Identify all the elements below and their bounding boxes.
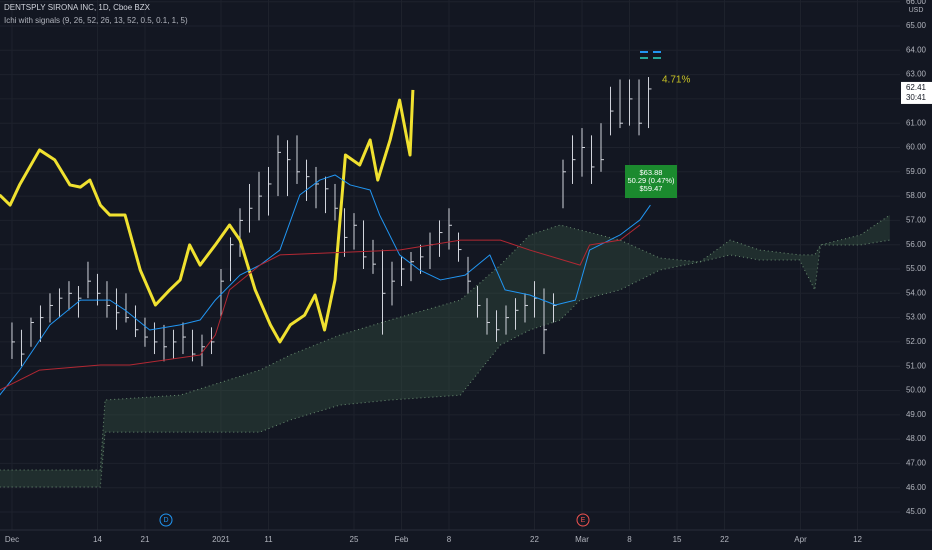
annotation: 4.71% (662, 75, 690, 86)
line (0, 89, 415, 344)
x-tick-label: 8 (627, 535, 632, 544)
y-tick-label: 58.00 (906, 191, 927, 200)
y-tick-label: 60.00 (906, 143, 927, 152)
event-label[interactable]: E (581, 517, 586, 524)
x-tick-label: 25 (350, 535, 359, 544)
event-label[interactable]: D (163, 517, 168, 524)
y-tick-label: 47.00 (906, 459, 927, 468)
x-tick-label: Feb (395, 535, 409, 544)
signal-text: $63.88 (640, 168, 663, 177)
y-tick-label: 54.00 (906, 288, 927, 297)
y-tick-label: 63.00 (906, 70, 927, 79)
y-tick-label: 48.00 (906, 434, 927, 443)
chart-title: DENTSPLY SIRONA INC, 1D, Cboe BZX (4, 3, 151, 12)
y-tick-label: 56.00 (906, 240, 927, 249)
indicator-label: Ichi with signals (9, 26, 52, 26, 13, 52… (4, 16, 188, 25)
price-tag-label: 62.41 (906, 83, 927, 92)
x-tick-label: Mar (575, 535, 589, 544)
y-tick-label: 61.00 (906, 118, 927, 127)
x-tick-label: 8 (447, 535, 452, 544)
price-tag (901, 81, 932, 104)
x-tick-label: 2021 (212, 535, 230, 544)
y-tick-label: 50.00 (906, 386, 927, 395)
signal-box (625, 165, 677, 198)
x-tick-label: 11 (264, 535, 273, 544)
y-tick-label: 52.00 (906, 337, 927, 346)
currency: USD (909, 7, 924, 14)
x-tick-label: 12 (853, 535, 862, 544)
x-tick-label: 22 (720, 535, 729, 544)
y-tick-label: 49.00 (906, 410, 927, 419)
signal-text: 50.29 (0.47%) (627, 176, 675, 185)
plot (0, 0, 900, 530)
event-icon[interactable] (576, 513, 590, 527)
y-tick-label: 57.00 (906, 216, 927, 225)
y-tick-label: 51.00 (906, 361, 927, 370)
event-icon[interactable] (159, 513, 173, 527)
countdown: 30:41 (906, 93, 927, 102)
x-tick-label: Apr (794, 535, 807, 544)
y-tick-label: 53.00 (906, 313, 927, 322)
signal-text: $59.47 (640, 184, 663, 193)
line (0, 224, 641, 391)
x-tick-label: Dec (5, 535, 19, 544)
y-tick-label: 65.00 (906, 21, 927, 30)
y-tick-label: 55.00 (906, 264, 927, 273)
x-tick-label: 14 (93, 535, 102, 544)
y-tick-label: 66.00 (906, 0, 927, 6)
y-tick-label: 45.00 (906, 507, 927, 516)
y-tick-label: 59.00 (906, 167, 927, 176)
axis-labels: 45.00 46.00 47.00 48.00 49.00 50.00 51.00 52.00… (5, 0, 932, 544)
cloud (0, 215, 890, 487)
cloud-edge (0, 239, 890, 488)
x-tick-label: 22 (530, 535, 539, 544)
y-tick-label: 46.00 (906, 483, 927, 492)
x-tick-label: 21 (141, 535, 150, 544)
line (0, 174, 651, 396)
y-tick-label: 64.00 (906, 45, 927, 54)
x-tick-label: 15 (673, 535, 682, 544)
signal-markers (640, 51, 661, 59)
